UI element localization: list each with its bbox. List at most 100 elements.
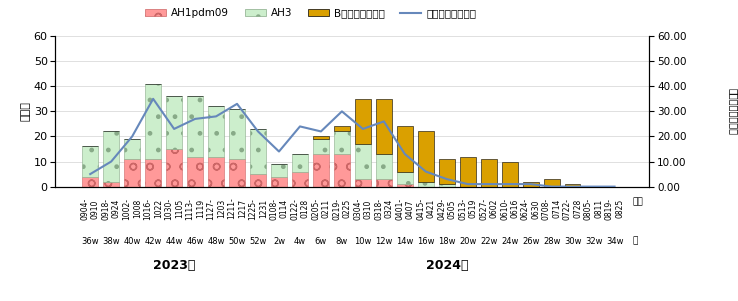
Text: 2023年: 2023年 [153, 259, 196, 272]
Bar [418, 182, 434, 187]
Bar [187, 96, 203, 157]
Bar [83, 177, 98, 187]
Text: 2w: 2w [273, 237, 285, 246]
Text: 1225-
1231: 1225- 1231 [248, 198, 268, 220]
Legend: AH1pdm09, AH3, Bビクトリア系統, 定点当たり報告数: AH1pdm09, AH3, Bビクトリア系統, 定点当たり報告数 [145, 8, 477, 18]
Text: 0722-
0728: 0722- 0728 [563, 198, 582, 220]
Bar [481, 159, 497, 187]
Text: 0415-
0421: 0415- 0421 [416, 198, 435, 220]
Text: 0527-
0602: 0527- 0602 [479, 198, 498, 220]
Text: 46w: 46w [186, 237, 204, 246]
Text: 28w: 28w [543, 237, 560, 246]
Bar [355, 99, 370, 144]
Bar [103, 182, 119, 187]
Bar [271, 177, 287, 187]
Bar [439, 184, 455, 187]
Bar [397, 126, 413, 172]
Text: 0108-
0114: 0108- 0114 [269, 198, 289, 220]
Text: 0318-
0324: 0318- 0324 [374, 198, 393, 220]
Bar [376, 99, 392, 154]
Text: 1016-
1022: 1016- 1022 [143, 198, 163, 220]
Bar [124, 159, 140, 187]
Bar [208, 157, 224, 187]
Text: 18w: 18w [438, 237, 455, 246]
Text: 月日: 月日 [632, 198, 643, 207]
Bar [397, 184, 413, 187]
Bar [313, 154, 329, 187]
Bar [502, 162, 517, 187]
Text: 14w: 14w [396, 237, 413, 246]
Bar [376, 179, 392, 187]
Bar [83, 147, 98, 177]
Bar [355, 144, 370, 179]
Bar [230, 109, 245, 159]
Bar [355, 179, 370, 187]
Text: 0819-
0825: 0819- 0825 [605, 198, 624, 220]
Text: 20w: 20w [459, 237, 477, 246]
Text: 0805-
0811: 0805- 0811 [584, 198, 603, 220]
Bar [271, 164, 287, 177]
Text: 36w: 36w [81, 237, 99, 246]
Text: 2024年: 2024年 [426, 259, 468, 272]
Bar [334, 132, 350, 154]
Text: 52w: 52w [249, 237, 266, 246]
Bar [187, 157, 203, 187]
Text: 6w: 6w [315, 237, 327, 246]
Text: 週: 週 [632, 237, 638, 246]
Text: 24w: 24w [501, 237, 518, 246]
Text: 1002-
1008: 1002- 1008 [123, 198, 142, 220]
Text: 0205-
0211: 0205- 0211 [311, 198, 331, 220]
Bar [145, 84, 161, 159]
Text: 12w: 12w [375, 237, 393, 246]
Y-axis label: 定点当たり報告数: 定点当たり報告数 [728, 88, 738, 135]
Text: 30w: 30w [564, 237, 582, 246]
Text: 0304-
0310: 0304- 0310 [354, 198, 373, 220]
Text: 22w: 22w [480, 237, 497, 246]
Bar [313, 139, 329, 154]
Text: 0610-
0616: 0610- 0616 [500, 198, 520, 220]
Text: 0918-
0924: 0918- 0924 [102, 198, 121, 220]
Text: 0513-
0519: 0513- 0519 [458, 198, 477, 220]
Y-axis label: 検出数: 検出数 [21, 101, 31, 121]
Bar [145, 159, 161, 187]
Bar [292, 172, 308, 187]
Text: 10w: 10w [354, 237, 371, 246]
Bar [230, 159, 245, 187]
Bar [166, 96, 182, 149]
Text: 0429-
0505: 0429- 0505 [437, 198, 457, 220]
Text: 34w: 34w [606, 237, 624, 246]
Text: 16w: 16w [417, 237, 435, 246]
Bar [439, 159, 455, 184]
Bar [418, 132, 434, 182]
Bar [103, 132, 119, 182]
Text: 40w: 40w [123, 237, 141, 246]
Text: 32w: 32w [584, 237, 602, 246]
Text: 50w: 50w [228, 237, 246, 246]
Bar [376, 154, 392, 179]
Text: 42w: 42w [145, 237, 162, 246]
Text: 38w: 38w [103, 237, 120, 246]
Text: 0219-
0225: 0219- 0225 [332, 198, 351, 220]
Bar [334, 154, 350, 187]
Bar [523, 182, 539, 187]
Bar [250, 174, 266, 187]
Text: 0904-
0910: 0904- 0910 [80, 198, 100, 220]
Bar [124, 139, 140, 159]
Bar [313, 136, 329, 139]
Text: 48w: 48w [207, 237, 225, 246]
Text: 44w: 44w [165, 237, 183, 246]
Bar [565, 184, 581, 187]
Text: 0401-
0407: 0401- 0407 [395, 198, 415, 220]
Text: 0708-
0714: 0708- 0714 [542, 198, 562, 220]
Bar [544, 179, 559, 187]
Text: 8w: 8w [336, 237, 348, 246]
Bar [460, 157, 475, 187]
Text: 0122-
0128: 0122- 0128 [290, 198, 310, 220]
Text: 1127-
1203: 1127- 1203 [207, 198, 226, 220]
Bar [397, 172, 413, 184]
Bar [292, 154, 308, 172]
Text: 4w: 4w [294, 237, 306, 246]
Text: 0624-
0630: 0624- 0630 [521, 198, 540, 220]
Text: 1211-
1217: 1211- 1217 [227, 198, 246, 219]
Bar [166, 149, 182, 187]
